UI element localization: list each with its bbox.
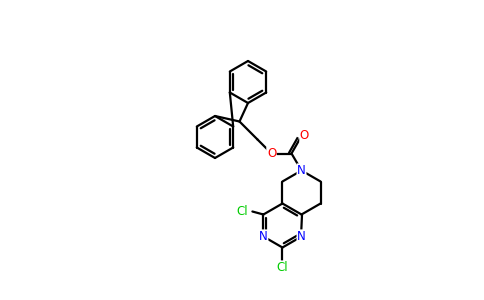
Text: N: N <box>297 230 306 243</box>
Text: Cl: Cl <box>237 205 248 218</box>
Text: O: O <box>267 147 276 160</box>
Text: O: O <box>300 129 309 142</box>
Text: N: N <box>297 164 306 177</box>
Text: Cl: Cl <box>277 261 288 274</box>
Text: N: N <box>259 230 268 243</box>
